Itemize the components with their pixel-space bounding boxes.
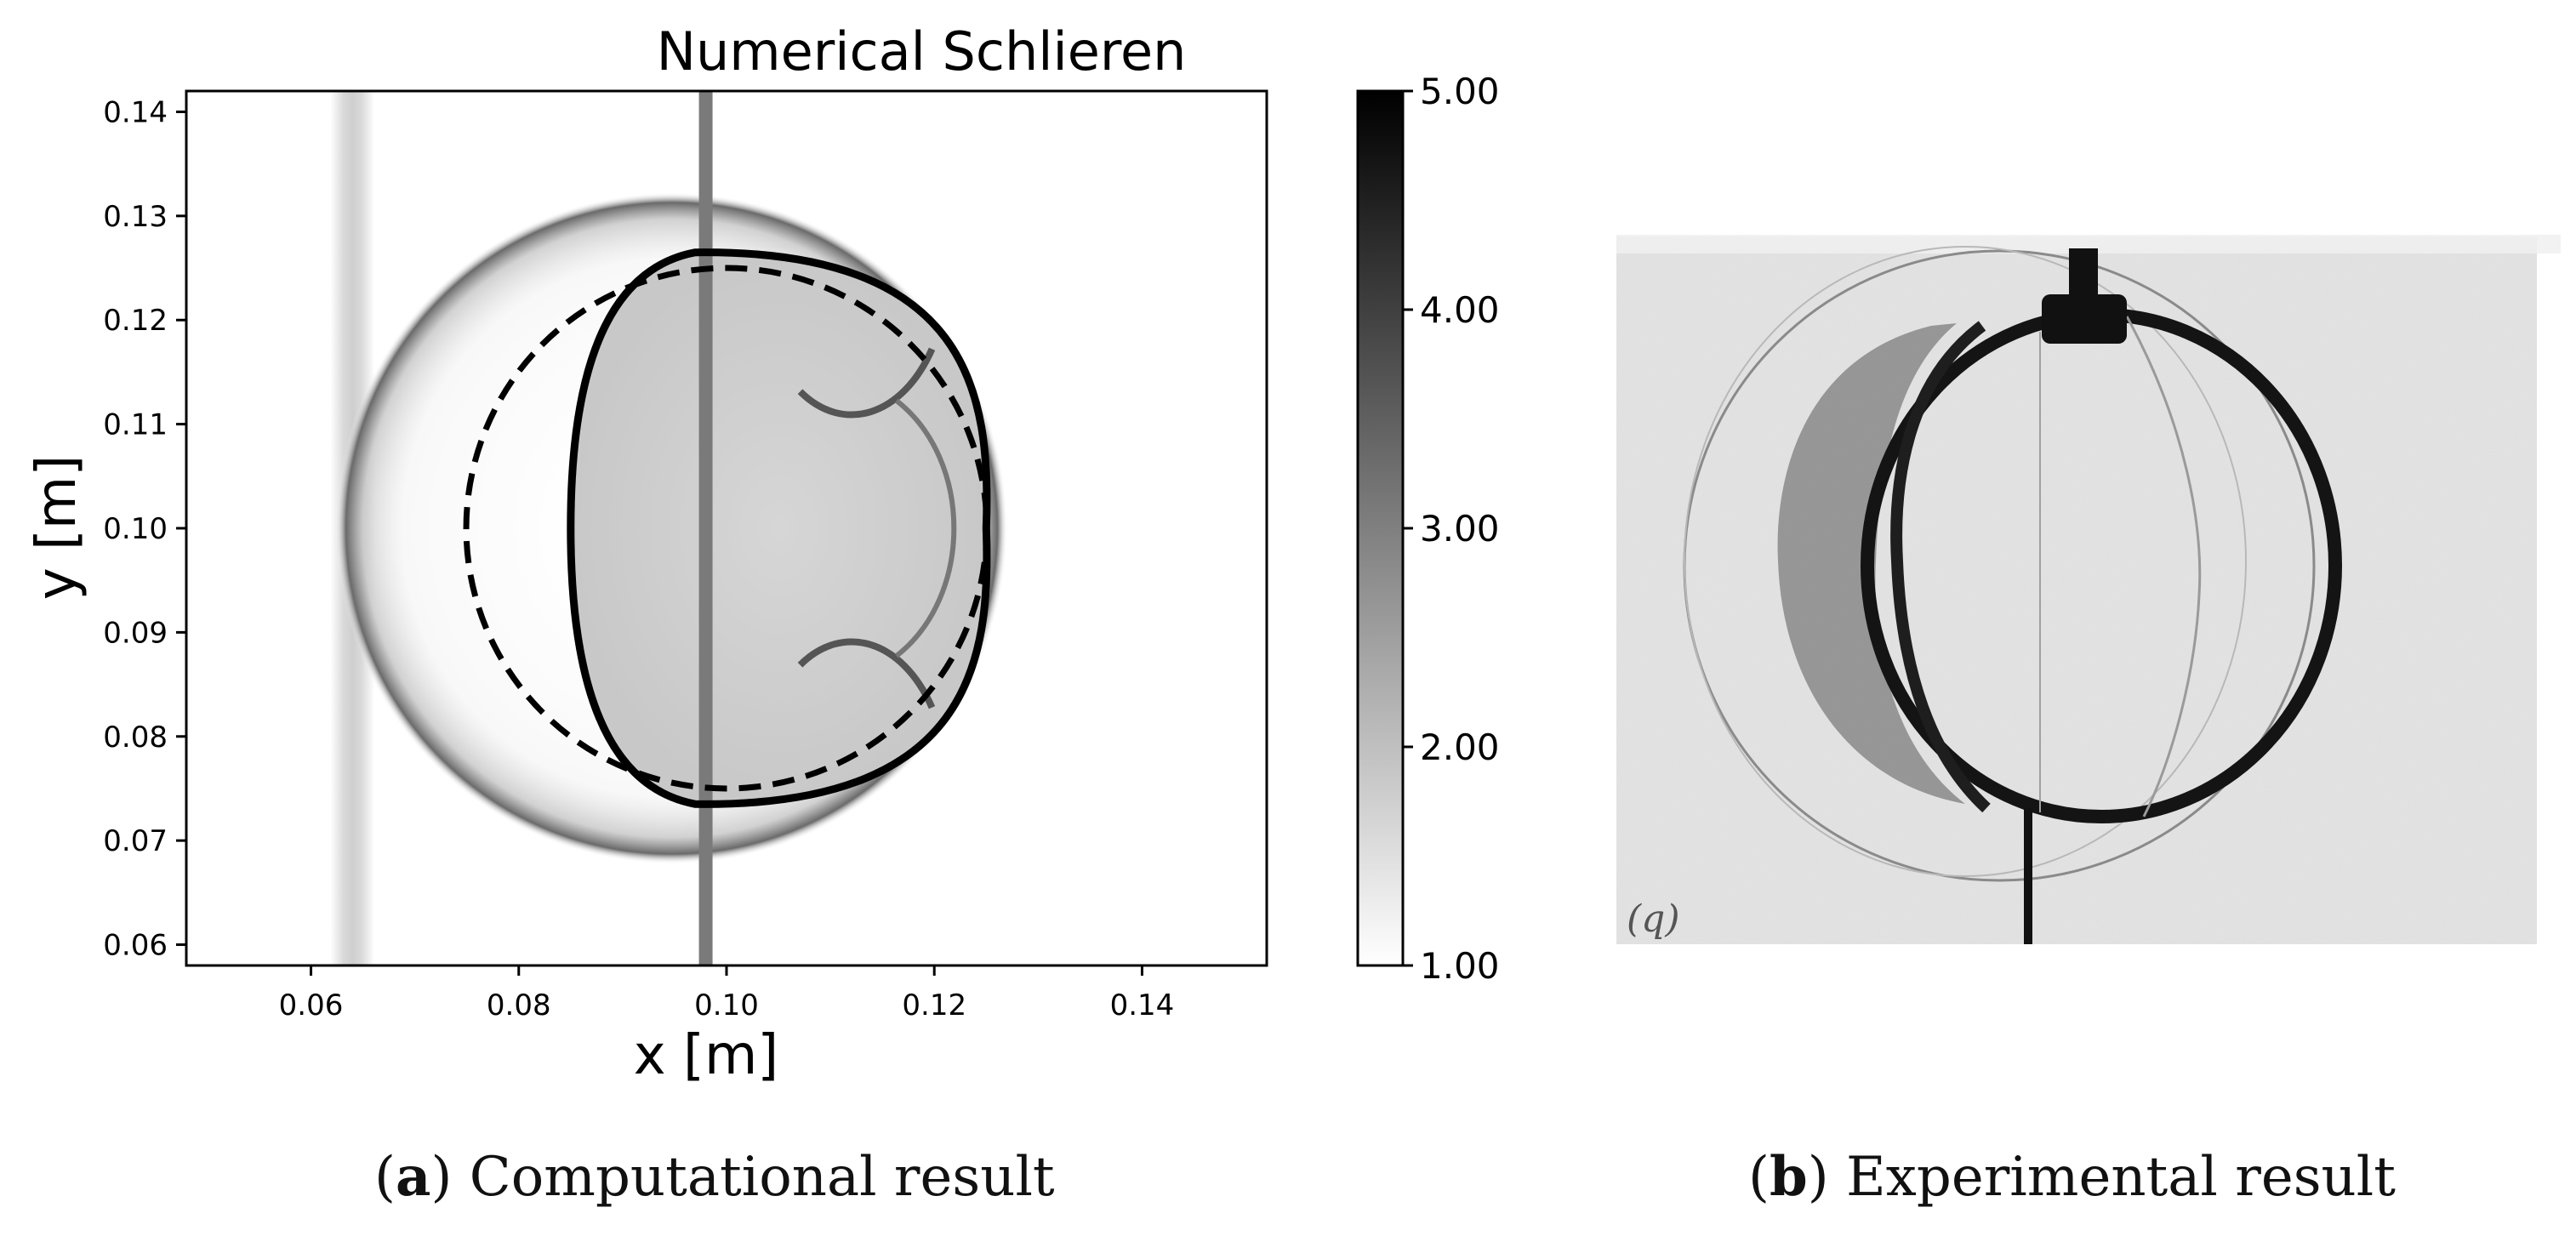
caption-b-letter: b [1769, 1145, 1808, 1209]
photo-corner-label: (q) [1627, 897, 1680, 941]
faint-left-arc [1684, 246, 2247, 877]
caption-b-text: Experimental result [1846, 1146, 2396, 1209]
bubble-inner-front [1890, 321, 1991, 813]
chart-title: Numerical Schlieren [657, 20, 1187, 83]
y-tick-label: 0.13 [103, 200, 168, 234]
y-tick-label: 0.07 [103, 824, 168, 858]
vertical-support-line [698, 91, 713, 965]
x-axis-label: x [m] [634, 1024, 779, 1087]
caption-a-text: Computational result [469, 1146, 1055, 1209]
colorbar-tick-label: 4.00 [1420, 289, 1500, 331]
colorbar-tick-label: 2.00 [1420, 726, 1500, 768]
colorbar-gradient [1356, 89, 1405, 967]
deformed-bubble-interior [570, 252, 987, 805]
x-axis: 0.06 0.08 0.10 0.12 0.14 [279, 965, 1175, 1022]
colorbar-tick-label: 3.00 [1420, 508, 1500, 550]
y-tick-label: 0.12 [103, 304, 168, 338]
top-mount-block [2042, 294, 2127, 344]
x-tick-label: 0.12 [902, 988, 966, 1022]
panel-b: (q) [1616, 235, 2561, 944]
x-tick-label: 0.08 [487, 988, 551, 1022]
vortex-arc-2 [797, 638, 936, 709]
y-axis-label: y [m] [26, 455, 88, 601]
panel-a: Numerical Schlieren 0.06 0.08 0.10 0.12 0.14… [26, 20, 1500, 1087]
experimental-photo: (q) [1616, 235, 2561, 944]
y-tick-label: 0.08 [103, 720, 168, 755]
y-tick-label: 0.06 [103, 929, 168, 963]
x-tick-label: 0.14 [1110, 988, 1175, 1022]
colorbar-tick-label: 1.00 [1420, 945, 1500, 987]
x-tick-label: 0.06 [279, 988, 344, 1022]
bubble-interior-line [2125, 316, 2202, 817]
vortex-arc-1 [797, 347, 936, 419]
caption-a-letter: a [395, 1145, 431, 1209]
internal-vortex-arcs [797, 347, 957, 709]
vortex-arc-mid [894, 398, 957, 658]
y-axis: 0.06 0.07 0.08 0.09 0.10 0.11 0.12 0.13 0.14 [103, 95, 186, 963]
colorbar-tick-label: 5.00 [1420, 71, 1500, 112]
colorbar: 1.00 2.00 3.00 4.00 5.00 [1356, 71, 1500, 987]
caption-a: (a) Computational result [374, 1145, 1055, 1209]
schlieren-image [186, 91, 1267, 965]
caption-b: (b) Experimental result [1748, 1145, 2396, 1209]
y-tick-label: 0.11 [103, 408, 168, 442]
y-tick-label: 0.10 [103, 512, 168, 546]
deformed-bubble-outline [567, 248, 991, 808]
colorbar-ticks: 1.00 2.00 3.00 4.00 5.00 [1403, 71, 1500, 987]
photo-grain [1616, 236, 2537, 944]
y-tick-label: 0.14 [103, 95, 168, 129]
x-tick-label: 0.10 [694, 988, 759, 1022]
top-mount-stem [2069, 248, 2098, 299]
y-tick-label: 0.09 [103, 616, 168, 650]
